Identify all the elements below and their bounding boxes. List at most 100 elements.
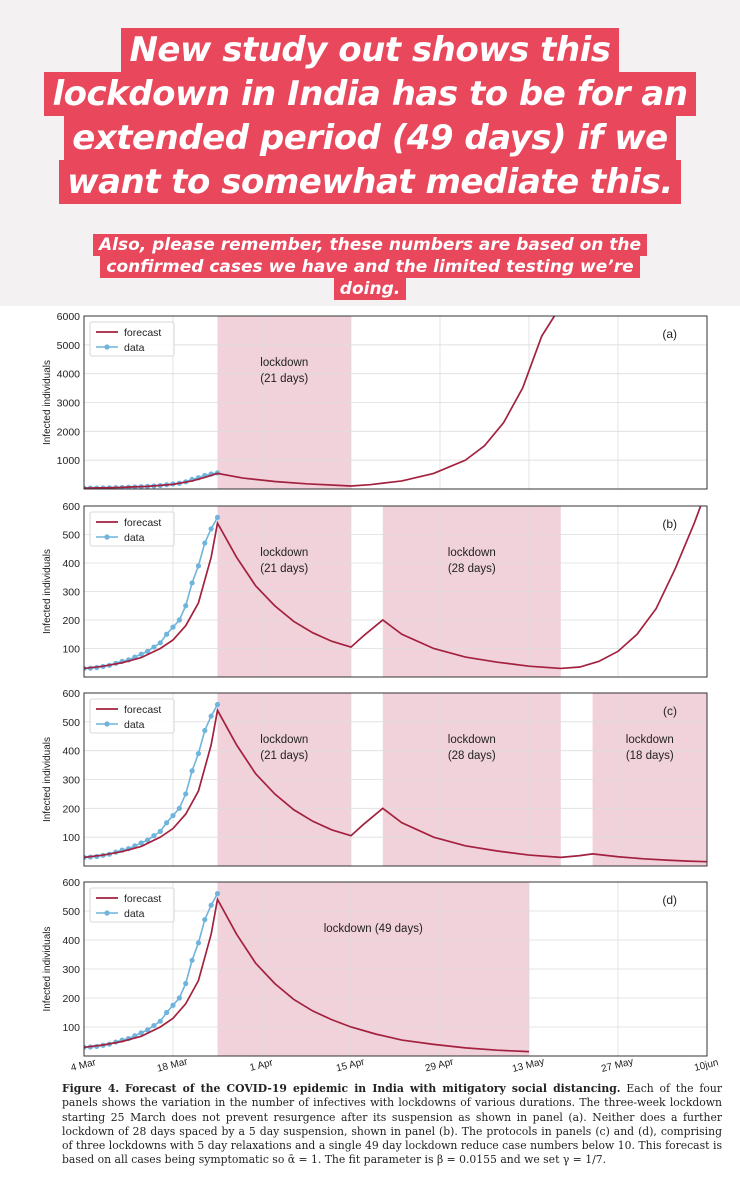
data-point-c-15	[176, 805, 182, 811]
headline-line-4: want to somewhat mediate this.	[59, 160, 681, 204]
data-point-b-17	[189, 580, 195, 586]
data-point-c-20	[208, 713, 214, 719]
lockdown-label-c-2-0: lockdown	[626, 734, 674, 746]
data-point-c-11	[151, 833, 157, 839]
ytick-label-b-3: 300	[62, 587, 80, 599]
panel-d: lockdown (49 days) 600 500 400 300 200 100 Infe…	[42, 877, 708, 1057]
caption-figure-label: Figure 4.	[62, 1082, 120, 1095]
ytick-label-c-5: 100	[62, 832, 80, 844]
legend-data-marker-b	[104, 534, 110, 540]
panel-frame-b	[83, 505, 708, 678]
data-point-b-11	[151, 644, 157, 650]
forecast-line-b	[84, 506, 702, 670]
forecast-line-d	[84, 896, 530, 1053]
xtick-label-7: 10jun	[693, 1057, 719, 1074]
ytick-label-d-1: 500	[62, 906, 80, 918]
data-point-d-14	[170, 1002, 176, 1008]
ytick-label-b-4: 200	[62, 615, 80, 627]
ytick-label-c-4: 200	[62, 803, 80, 815]
legend-data-label-b: data	[124, 532, 145, 544]
caption-body: Each of the four panels shows the variat…	[62, 1082, 722, 1167]
headline-line-2: lockdown in India has to be for an	[44, 72, 696, 116]
data-point-d-20	[208, 902, 214, 908]
ytick-label-d-5: 100	[62, 1022, 80, 1034]
legend-data-label-d: data	[124, 908, 145, 920]
forecast-line-c	[84, 707, 707, 863]
ytick-label-c-0: 600	[62, 688, 80, 700]
legend-forecast-label-c: forecast	[124, 704, 161, 716]
legend-forecast-label-d: forecast	[124, 893, 161, 905]
subtitle-line-3: doing.	[333, 278, 407, 300]
xtick-label-2: 1 Apr	[249, 1057, 275, 1073]
panel-c: lockdown (21 days) lockdown (28 days) lockdo…	[42, 688, 708, 867]
caption-title: Forecast of the COVID-19 epidemic in Ind…	[125, 1082, 621, 1095]
data-point-d-13	[164, 1009, 170, 1016]
lockdown-label-c-0-1: (21 days)	[260, 750, 308, 762]
data-point-c-21	[214, 701, 221, 708]
data-point-d-19	[202, 917, 208, 923]
xtick-label-5: 13 May	[511, 1056, 545, 1075]
data-point-d-15	[176, 995, 182, 1001]
data-point-b-20	[208, 526, 214, 532]
data-point-d-10	[144, 1027, 151, 1033]
panel-tag-d: (d)	[662, 893, 677, 907]
legend-data-marker-d	[104, 910, 110, 916]
data-point-b-13	[164, 631, 170, 637]
forecast-line-a	[84, 316, 556, 489]
xtick-label-0: 4 Mar	[70, 1057, 98, 1074]
panel-tag-b: (b)	[662, 517, 677, 531]
legend-data-label-c: data	[124, 719, 145, 731]
data-point-c-17	[189, 768, 195, 774]
ytick-label-c-2: 400	[62, 746, 80, 758]
subtitle-line-1: Also, please remember, these numbers are…	[92, 234, 648, 256]
figure-chart: lockdown (21 days) 6000 5000 4000 3000 2000 100…	[42, 311, 720, 1075]
headline-line-1: New study out shows this	[121, 28, 619, 72]
ytick-label-a-5: 1000	[57, 455, 81, 467]
subtitle: Also, please remember, these numbers are…	[60, 234, 680, 300]
lockdown-label-c-0-0: lockdown	[260, 734, 308, 746]
subtitle-line-2: confirmed cases we have and the limited …	[100, 256, 640, 278]
panel-b: lockdown (21 days) lockdown (28 days) 600 500…	[42, 501, 708, 678]
lockdown-label-b-1-0: lockdown	[448, 547, 496, 559]
figure-caption: Figure 4. Forecast of the COVID-19 epide…	[62, 1082, 722, 1168]
lockdown-label-c-1-0: lockdown	[448, 734, 496, 746]
ytick-label-a-2: 4000	[57, 369, 81, 381]
data-point-b-9	[138, 651, 144, 657]
ytick-label-a-0: 6000	[57, 311, 81, 323]
lockdown-label-c-2-1: (18 days)	[626, 750, 674, 762]
ylabel-d: Infected individuals	[42, 926, 53, 1011]
lockdown-label-b-0-1: (21 days)	[260, 563, 308, 575]
data-point-c-10	[144, 837, 151, 843]
headline: New study out shows this lockdown in Ind…	[10, 28, 730, 204]
xtick-label-1: 18 Mar	[156, 1056, 190, 1074]
data-point-d-12	[157, 1018, 163, 1024]
ytick-label-d-3: 300	[62, 964, 80, 976]
data-point-d-21	[214, 891, 221, 897]
panel-tag-a: (a)	[662, 327, 677, 341]
xtick-label-3: 15 Apr	[335, 1057, 366, 1075]
data-point-c-18	[195, 750, 202, 757]
lockdown-label-b-0-0: lockdown	[260, 547, 308, 559]
data-point-d-17	[189, 957, 195, 963]
data-point-c-16	[183, 791, 189, 797]
ylabel-a: Infected individuals	[42, 360, 53, 445]
data-point-c-14	[170, 812, 176, 819]
ytick-label-c-1: 500	[62, 717, 80, 729]
data-point-d-18	[195, 940, 202, 946]
legend-forecast-label-b: forecast	[124, 517, 161, 529]
lockdown-label-b-1-1: (28 days)	[448, 563, 496, 575]
ytick-label-a-1: 5000	[57, 340, 81, 352]
lockdown-label-c-1-1: (28 days)	[448, 750, 496, 762]
panel-a: lockdown (21 days) 6000 5000 4000 3000 2000 100…	[42, 311, 708, 490]
ytick-label-b-2: 400	[62, 558, 80, 570]
ylabel-c: Infected individuals	[42, 737, 53, 822]
panel-frame-d	[83, 881, 708, 1057]
ytick-label-c-3: 300	[62, 775, 80, 787]
ytick-label-b-1: 500	[62, 530, 80, 542]
panel-frame-a	[83, 315, 708, 490]
data-point-c-12	[157, 828, 163, 835]
ytick-label-b-0: 600	[62, 501, 80, 513]
data-point-b-10	[144, 648, 151, 654]
ytick-label-b-5: 100	[62, 644, 80, 656]
data-point-d-9	[138, 1030, 144, 1036]
